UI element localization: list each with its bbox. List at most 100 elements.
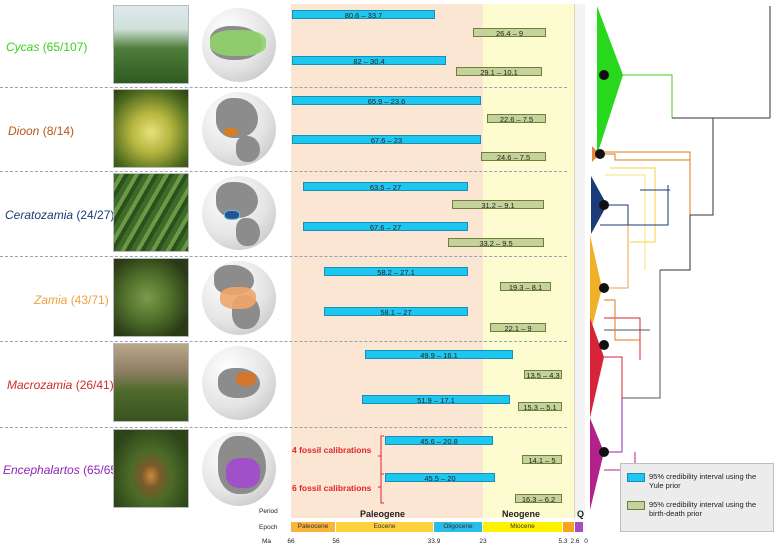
legend-swatch-bd [627, 501, 645, 510]
legend-item-bd: 95% credibility interval using the birth… [627, 500, 771, 518]
land-mass [236, 218, 260, 246]
yule-interval-bar: 45.5 – 20 [385, 473, 495, 483]
branch-cycas [604, 74, 673, 118]
clade-count: (8/14) [42, 124, 75, 138]
clade-label-cycas: Cycas (65/107) [6, 40, 87, 54]
land-mass [236, 136, 260, 162]
clade-count: (26/41) [75, 378, 114, 392]
clade-name: Ceratozamia [5, 208, 74, 222]
branch-zamia [604, 225, 629, 289]
legend-item-yule: 95% credibility interval using the Yule … [627, 472, 767, 490]
tick-5-3: 5.3 [558, 538, 568, 545]
yule-interval-bar: 49.9 – 16.1 [365, 350, 513, 360]
bd-interval-bar: 14.1 – 5 [522, 455, 562, 465]
photo-macrozamia [113, 343, 189, 422]
period-paleogene: Paleogene [360, 509, 406, 519]
yule-interval-bar: 51.9 – 17.1 [362, 395, 510, 405]
branch-dark-2 [690, 118, 714, 216]
yule-interval-bar: 58.2 – 27.1 [324, 267, 468, 277]
node-encephalartos [599, 447, 609, 457]
globe-dioon [202, 92, 276, 166]
paleogene-background [291, 4, 483, 518]
epoch-pliocene [563, 522, 575, 532]
epoch-pleistocene [575, 522, 584, 532]
clade-count: (65/107) [42, 40, 88, 54]
clade-name: Macrozamia [7, 378, 73, 392]
branch-zamia-hi [610, 167, 656, 243]
period-row-label: Period [259, 508, 278, 515]
separator-5 [0, 427, 567, 428]
fossil-bracket-6 [378, 473, 384, 504]
node-zamia [599, 283, 609, 293]
tick-2-6: 2.6 [570, 538, 580, 545]
branch-orange-1 [605, 151, 691, 215]
yule-interval-bar: 65.9 – 23.6 [292, 96, 481, 106]
clade-count: (43/71) [70, 293, 109, 307]
clade-name: Zamia [34, 293, 68, 307]
clade-triangle-cycas [597, 6, 623, 155]
bd-interval-bar: 15.3 – 5.1 [518, 402, 562, 412]
bd-interval-bar: 33.2 – 9.5 [448, 238, 544, 248]
branch-red-1 [604, 317, 641, 360]
bd-interval-bar: 19.3 – 8.1 [500, 282, 551, 292]
bd-interval-bar: 31.2 – 9.1 [452, 200, 544, 210]
range-zamia [220, 287, 256, 309]
yule-interval-bar: 45.6 – 20.8 [385, 436, 493, 446]
legend-label-bd: 95% credibility interval using the birth… [649, 500, 757, 518]
bd-interval-bar: 22.1 – 9 [490, 323, 546, 333]
bd-interval-bar: 26.4 – 9 [473, 28, 546, 38]
yule-interval-bar: 58.1 – 27 [324, 307, 468, 317]
branch-root-top [672, 6, 771, 119]
fossil-label-6: 6 fossil calibrations [292, 483, 372, 493]
globe-zamia [202, 261, 276, 335]
range-cycas [210, 30, 266, 56]
bd-interval-bar: 29.1 – 10.1 [456, 67, 542, 77]
clade-triangle-zamia [590, 235, 602, 335]
tick-66: 66 [287, 538, 295, 545]
tick-23: 23 [479, 538, 487, 545]
legend-swatch-yule [627, 473, 645, 482]
clade-label-dioon: Dioon (8/14) [8, 124, 74, 138]
branch-macenc [622, 270, 661, 399]
photo-cycas [113, 5, 189, 84]
range-macrozamia [236, 372, 256, 386]
photo-ceratozamia [113, 173, 189, 252]
epoch-miocene: Miocene [483, 522, 563, 532]
node-cycas [599, 70, 609, 80]
branch-cer-zam [600, 204, 629, 226]
range-ceratozamia [224, 210, 240, 220]
separator-2 [0, 171, 567, 172]
branch-mac [604, 356, 623, 398]
clade-name: Cycas [6, 40, 40, 54]
tick-0: 0 [584, 538, 588, 545]
branch-dioon [600, 153, 690, 161]
branch-orange-2 [604, 299, 640, 341]
photo-encephalartos [113, 429, 189, 508]
period-quaternary: Q [577, 509, 585, 519]
epoch-eocene: Eocene [336, 522, 434, 532]
clade-triangle-macrozamia [590, 318, 604, 418]
bd-interval-bar: 24.6 – 7.5 [481, 152, 546, 162]
branch-cer-dark [628, 185, 669, 226]
tick-56: 56 [332, 538, 340, 545]
epoch-row-label: Epoch [259, 524, 278, 531]
yule-interval-bar: 82 – 30.4 [292, 56, 446, 66]
photo-dioon [113, 89, 189, 168]
clade-label-zamia: Zamia (43/71) [34, 293, 109, 307]
separator-4 [0, 341, 567, 342]
node-macrozamia [599, 340, 609, 350]
branch-enc [604, 398, 623, 453]
clade-count: (65/65) [83, 463, 122, 477]
yule-interval-bar: 80.6 – 33.7 [292, 10, 435, 20]
clade-label-encephalartos: Encephalartos (65/65) [3, 463, 121, 477]
legend: 95% credibility interval using the Yule … [620, 463, 774, 532]
period-neogene: Neogene [502, 509, 541, 519]
fossil-label-4: 4 fossil calibrations [292, 445, 372, 455]
node-ceratozamia [599, 200, 609, 210]
globe-encephalartos [202, 432, 276, 506]
fossil-bracket-4 [378, 435, 384, 475]
bd-interval-bar: 16.3 – 6.2 [515, 494, 562, 504]
separator-3 [0, 256, 567, 257]
yule-interval-bar: 63.5 – 27 [303, 182, 468, 192]
